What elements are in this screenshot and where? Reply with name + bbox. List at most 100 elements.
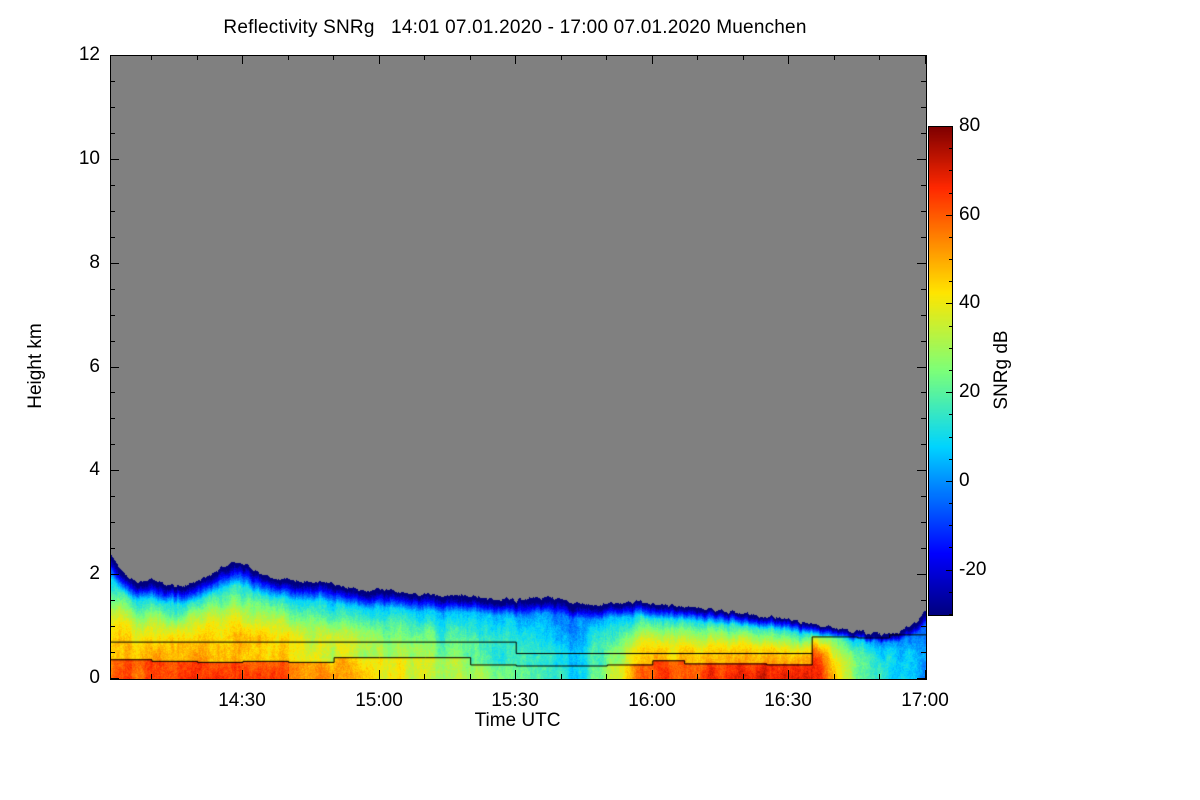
y-tick-minor [110, 341, 115, 342]
y-tick-major-right [917, 263, 926, 264]
colorbar-tick-minor [949, 148, 953, 149]
y-tick-label: 8 [89, 252, 100, 273]
y-tick-major [110, 367, 119, 368]
y-tick-label: 12 [78, 44, 100, 65]
y-tick-minor-right [921, 600, 926, 601]
colorbar-tick-minor [949, 326, 953, 327]
x-tick-major-top [788, 55, 789, 64]
colorbar-tick-label: 60 [959, 204, 981, 225]
y-tick-minor-right [921, 315, 926, 316]
y-tick-major [110, 470, 119, 471]
colorbar-tick-minor [949, 348, 953, 349]
x-tick-major [925, 670, 926, 679]
x-tick-minor-top [424, 55, 425, 60]
y-tick-label: 0 [89, 667, 100, 688]
y-tick-minor-right [921, 185, 926, 186]
colorbar-tick-minor [949, 592, 953, 593]
y-tick-major [110, 678, 119, 679]
heatmap-plot-area [110, 55, 927, 680]
colorbar-tick-minor [949, 503, 953, 504]
colorbar [928, 126, 953, 616]
x-tick-minor-top [288, 55, 289, 60]
x-tick-minor-top [561, 55, 562, 60]
x-tick-minor-top [697, 55, 698, 60]
y-tick-major-right [917, 159, 926, 160]
y-tick-minor-right [921, 107, 926, 108]
x-tick-major-top [379, 55, 380, 64]
x-tick-minor-top [879, 55, 880, 60]
x-tick-label: 15:00 [355, 690, 403, 711]
x-tick-minor [197, 674, 198, 679]
x-tick-minor-top [333, 55, 334, 60]
y-tick-minor-right [921, 548, 926, 549]
colorbar-tick-minor [949, 170, 953, 171]
y-tick-minor [110, 522, 115, 523]
colorbar-title: SNRg dB [991, 330, 1012, 410]
y-tick-minor-right [921, 211, 926, 212]
colorbar-tick-minor [949, 281, 953, 282]
x-tick-label: 16:00 [628, 690, 676, 711]
x-tick-minor [697, 674, 698, 679]
x-axis-title: Time UTC [474, 710, 561, 731]
colorbar-tick-label: 40 [959, 292, 981, 313]
colorbar-tick-minor [949, 259, 953, 260]
reflectivity-heatmap [111, 56, 926, 679]
x-tick-label: 17:00 [901, 690, 949, 711]
colorbar-tick-minor [949, 525, 953, 526]
x-tick-label: 16:30 [764, 690, 812, 711]
y-tick-minor [110, 185, 115, 186]
y-tick-minor-right [921, 496, 926, 497]
colorbar-tick-label: 80 [959, 115, 981, 136]
y-tick-minor [110, 289, 115, 290]
y-tick-minor-right [921, 444, 926, 445]
colorbar-tick-major [946, 126, 953, 127]
x-tick-label: 14:30 [218, 690, 266, 711]
x-tick-minor-top [470, 55, 471, 60]
colorbar-tick-minor [949, 614, 953, 615]
colorbar-tick-minor [949, 193, 953, 194]
y-tick-label: 10 [78, 148, 100, 169]
x-tick-major-top [242, 55, 243, 64]
colorbar-tick-minor [949, 237, 953, 238]
x-tick-minor [606, 674, 607, 679]
y-tick-minor [110, 418, 115, 419]
y-tick-minor-right [921, 522, 926, 523]
x-tick-minor [151, 674, 152, 679]
y-tick-minor [110, 392, 115, 393]
colorbar-tick-major [946, 481, 953, 482]
colorbar-tick-minor [949, 459, 953, 460]
colorbar-tick-major [946, 303, 953, 304]
colorbar-tick-label: -20 [959, 559, 987, 580]
y-tick-minor-right [921, 418, 926, 419]
x-tick-major [515, 670, 516, 679]
x-tick-minor [743, 674, 744, 679]
colorbar-tick-major [946, 392, 953, 393]
x-tick-major [379, 670, 380, 679]
y-tick-minor [110, 315, 115, 316]
x-tick-minor-top [197, 55, 198, 60]
y-tick-major-right [917, 55, 926, 56]
x-tick-minor [561, 674, 562, 679]
colorbar-tick-label: 0 [959, 470, 970, 491]
x-tick-minor [424, 674, 425, 679]
x-tick-minor-top [743, 55, 744, 60]
x-tick-label: 15:30 [491, 690, 539, 711]
y-tick-major-right [917, 470, 926, 471]
x-tick-major-top [925, 55, 926, 64]
y-tick-minor-right [921, 626, 926, 627]
x-tick-minor [834, 674, 835, 679]
x-tick-major [242, 670, 243, 679]
y-tick-minor [110, 107, 115, 108]
colorbar-tick-label: 20 [959, 381, 981, 402]
colorbar-tick-major [946, 215, 953, 216]
y-tick-major-right [917, 678, 926, 679]
colorbar-tick-major [946, 570, 953, 571]
x-tick-major [652, 670, 653, 679]
x-tick-minor [333, 674, 334, 679]
y-tick-minor [110, 652, 115, 653]
y-tick-minor [110, 237, 115, 238]
page-title: Reflectivity SNRg 14:01 07.01.2020 - 17:… [223, 17, 807, 38]
x-tick-minor [288, 674, 289, 679]
y-tick-major [110, 574, 119, 575]
y-tick-label: 6 [89, 356, 100, 377]
